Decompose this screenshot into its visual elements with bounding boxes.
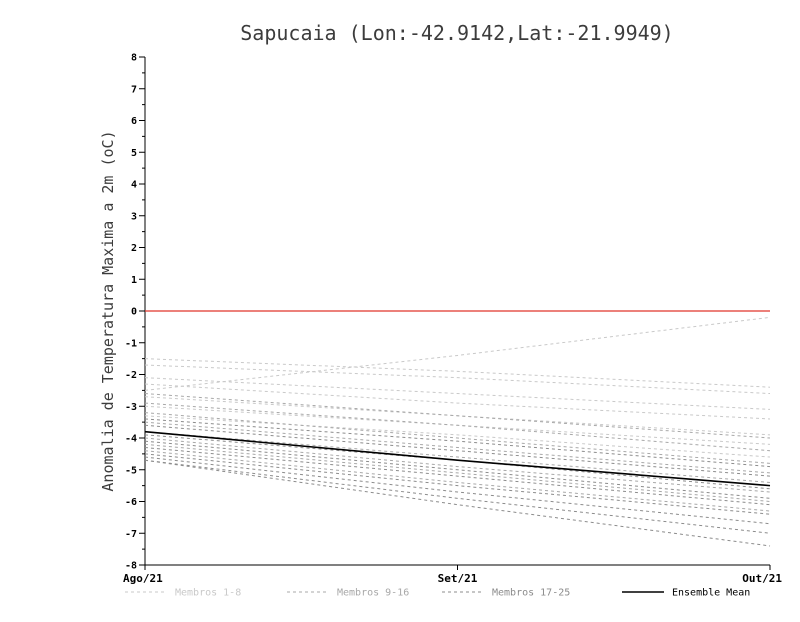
y-tick-label: 4: [131, 180, 137, 191]
axes-layer: -8 -7 -6 -5 -4 -3 -2 -1 0 1 2 3 4 5 6 7 8 Ago/21 Set/21 Out…: [123, 53, 782, 586]
ensemble-member-line: [144, 377, 771, 410]
ensemble-mean-line: [144, 430, 771, 487]
ensemble-member-line: [144, 459, 771, 534]
y-tick-label: -8: [125, 561, 137, 572]
ensemble-member-line: [144, 415, 771, 458]
y-tick-label: -5: [125, 465, 137, 476]
y-tick-label: -6: [125, 497, 137, 508]
legend-label: Membros 1-8: [175, 588, 241, 599]
y-tick-label: 6: [131, 116, 137, 127]
legend-item: Membros 9-16: [287, 588, 409, 599]
chart-title: Sapucaia (Lon:-42.9142,Lat:-21.9949): [240, 21, 673, 45]
ensemble-member-line: [144, 434, 771, 490]
ensemble-member-line: [144, 418, 771, 468]
y-axis-label: Anomalia de Temperatura Maxima a 2m (oC): [99, 130, 117, 491]
ensemble-member-line: [144, 456, 771, 525]
y-tick-label: 1: [131, 275, 137, 286]
x-tick-label: Out/21: [742, 572, 782, 585]
ensemble-member-line: [144, 447, 771, 506]
y-tick-label: -2: [125, 370, 137, 381]
y-tick-label: 3: [131, 211, 137, 222]
legend-label: Ensemble Mean: [672, 588, 750, 599]
x-tick-label: Set/21: [438, 572, 478, 585]
y-tick-label: 7: [131, 84, 137, 95]
ensemble-member-line: [144, 393, 771, 439]
legend-item: Ensemble Mean: [622, 588, 750, 599]
legend-item: Membros 17-25: [442, 588, 570, 599]
ensemble-member-line: [144, 364, 771, 395]
ensemble-member-line: [144, 443, 771, 502]
ensemble-member-line: [144, 412, 771, 464]
ensemble-member-line: [144, 440, 771, 499]
legend-label: Membros 9-16: [337, 588, 409, 599]
legend-label: Membros 17-25: [492, 588, 570, 599]
y-tick-label: -3: [125, 402, 137, 413]
y-tick-label: 8: [131, 53, 137, 64]
legend-item: Membros 1-8: [125, 588, 241, 599]
ensemble-member-line: [144, 316, 771, 391]
ensemble-member-line: [144, 383, 771, 420]
y-tick-label: -1: [125, 338, 137, 349]
x-tick-label: Ago/21: [123, 572, 163, 585]
y-tick-label: 5: [131, 148, 137, 159]
ensemble-member-line: [144, 424, 771, 477]
legend: Membros 1-8 Membros 9-16 Membros 17-25 Ense…: [125, 588, 750, 599]
ensemble-member-line: [144, 437, 771, 493]
ensemble-member-line: [144, 453, 771, 515]
ensemble-member-line: [144, 402, 771, 452]
y-tick-label: -4: [125, 434, 137, 445]
ensemble-member-line: [144, 421, 771, 474]
ensemble-member-line: [144, 450, 771, 512]
ensemble-member-line: [144, 431, 771, 483]
y-tick-label: -7: [125, 529, 137, 540]
series-layer: [144, 310, 771, 547]
y-tick-label: 0: [131, 307, 137, 318]
ensemble-member-line: [144, 358, 771, 388]
y-tick-label: 2: [131, 243, 137, 254]
